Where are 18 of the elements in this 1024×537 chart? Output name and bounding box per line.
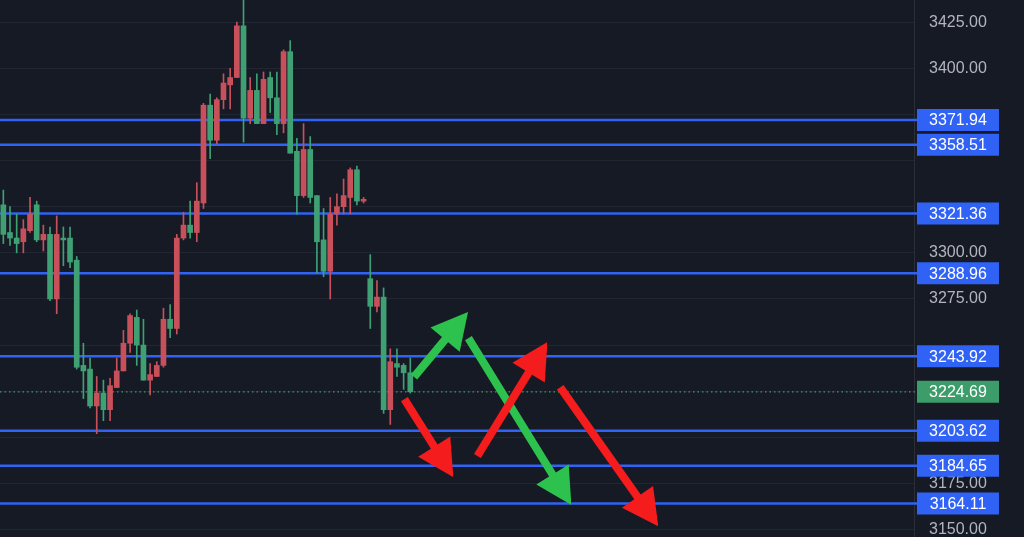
y-tick-label: 3150.00 [929, 520, 987, 537]
y-tick-label: 3300.00 [929, 243, 987, 261]
ref-line-label: 3321.36 [929, 204, 988, 222]
ref-line-label: 3224.69 [929, 383, 988, 401]
ref-line-label: 3184.65 [929, 457, 988, 475]
candlestick [93, 376, 100, 434]
ref-line-label: 3243.92 [929, 347, 988, 365]
y-tick-label: 3425.00 [929, 12, 987, 30]
ref-line-label: 3371.94 [929, 111, 988, 129]
ref-line-label: 3288.96 [929, 264, 988, 282]
candlestick [13, 213, 20, 254]
y-tick-label: 3175.00 [929, 473, 987, 491]
ref-line-label: 3164.11 [929, 494, 987, 512]
ref-line-label: 3358.51 [929, 136, 988, 154]
y-tick-label: 3400.00 [929, 58, 987, 76]
y-tick-label: 3275.00 [929, 289, 987, 307]
ref-line-label: 3203.62 [929, 422, 988, 440]
candlestick [187, 200, 193, 239]
